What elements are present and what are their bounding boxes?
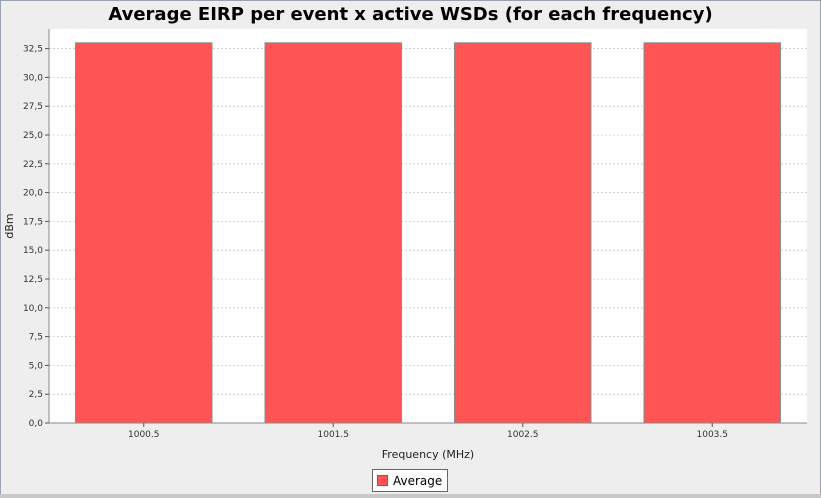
y-tick-label: 15,0 [23,246,43,256]
x-ticks: 1000.5 1001.5 1002.5 1003.5 [128,423,728,440]
y-tick-label: 27,5 [23,102,43,112]
x-tick-label: 1003.5 [697,430,729,440]
x-tick-label: 1001.5 [318,430,350,440]
y-tick-label: 12,5 [23,275,43,285]
y-tick-label: 22,5 [23,160,43,170]
window-bottom-edge [0,494,821,498]
y-tick-label: 5,0 [29,361,44,371]
y-tick-label: 0,0 [29,419,44,429]
y-ticks: 0,0 2,5 5,0 7,5 10,0 12,5 15,0 17,5 20,0 22,5 25,0… [23,45,49,429]
y-tick-label: 7,5 [29,333,43,343]
y-tick-label: 17,5 [23,217,43,227]
legend: Average [372,469,449,492]
bar-1000.5 [75,42,213,424]
axes [48,29,807,424]
y-tick-label: 30,0 [23,73,43,83]
y-tick-label: 32,5 [23,45,43,55]
x-tick-label: 1000.5 [128,430,160,440]
y-tick-label: 10,0 [23,304,43,314]
bar-1001.5 [264,42,402,424]
bar-1003.5 [643,42,781,424]
chart-title: Average EIRP per event x active WSDs (fo… [108,4,713,25]
x-axis-label: Frequency (MHz) [382,448,474,461]
y-tick-label: 20,0 [23,189,43,199]
legend-label: Average [393,473,443,488]
y-tick-label: 2,5 [29,390,43,400]
y-tick-label: 25,0 [23,131,43,141]
bar-1002.5 [454,42,592,424]
legend-swatch [377,475,388,486]
y-axis-label: dBm [3,213,16,238]
chart-area: 0,0 2,5 5,0 7,5 10,0 12,5 15,0 17,5 20,0 22,5 25,0… [3,29,807,461]
x-tick-label: 1002.5 [507,430,539,440]
bars [75,42,781,424]
